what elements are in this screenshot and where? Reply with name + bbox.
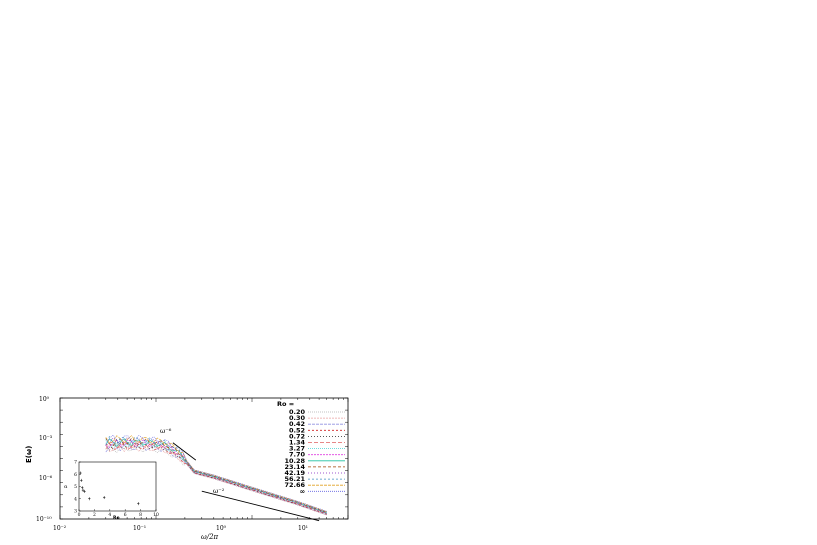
main-series-curves: [105, 434, 327, 516]
inset-point: [137, 502, 140, 506]
legend-label: 1.34: [289, 439, 306, 447]
series-line: [105, 436, 327, 513]
inset-x-tick-label: 0: [78, 512, 81, 518]
inset-x-tick-label: 10: [153, 512, 159, 518]
main-axis-ticks: [59, 397, 349, 520]
inset-x-tick-label: 4: [108, 512, 111, 518]
inset-y-label: α: [64, 484, 68, 490]
legend: Ro = 0.200.300.420.520.721.343.277.7010.…: [277, 400, 345, 495]
inset-data-points: [79, 471, 140, 506]
slope-label-omega-6: ω⁻⁶: [160, 427, 172, 435]
series-line: [105, 439, 327, 514]
inset-plot-frame: [78, 461, 157, 512]
series-line: [105, 441, 327, 515]
legend-label: 0.42: [289, 420, 305, 428]
inset-x-tick-label: 6: [124, 512, 127, 518]
reference-line-omega-6: [172, 442, 197, 461]
x-tick-label: 10⁰: [216, 525, 227, 532]
x-axis-title: ω/2π: [201, 533, 219, 541]
y-tick-label: 10⁻¹⁰: [36, 516, 52, 523]
inset-y-tick-label: 7: [74, 460, 77, 466]
series-line: [105, 435, 327, 512]
legend-label: 0.30: [289, 414, 306, 422]
series-line: [105, 434, 327, 512]
y-tick-label: 10⁻⁶: [39, 475, 53, 482]
legend-label: 3.27: [289, 445, 305, 453]
legend-label: ∞: [300, 487, 305, 495]
legend-title: Ro =: [277, 400, 294, 408]
inset-y-tick-label: 4: [74, 496, 77, 502]
inset-point: [88, 497, 91, 501]
inset-point: [102, 496, 106, 500]
inset-y-tick-label: 3: [74, 509, 77, 515]
y-axis-title: E(ω): [25, 446, 33, 463]
legend-label: 23.14: [284, 463, 305, 471]
reference-slope-lines: [172, 442, 320, 522]
inset-y-tick-label: 5: [74, 484, 77, 490]
legend-label: 0.72: [289, 432, 305, 440]
y-tick-label: 10⁰: [39, 396, 50, 403]
legend-label: 72.66: [284, 481, 305, 489]
series-line: [105, 442, 327, 515]
legend-label: 56.21: [284, 475, 305, 483]
slope-label-omega-2: ω⁻²: [213, 487, 225, 495]
inset-point: [83, 489, 86, 493]
y-tick-label: 10⁻³: [39, 435, 53, 442]
inset-x-tick-label: 8: [139, 512, 142, 518]
inset-point: [80, 478, 83, 482]
inset-x-label: Ro: [113, 515, 120, 521]
inset-x-tick-label: 2: [93, 512, 96, 518]
inset-point: [81, 488, 85, 492]
x-tick-label: 10¹: [298, 525, 308, 532]
legend-label: 42.19: [284, 469, 305, 477]
inset-y-tick-label: 6: [74, 472, 77, 478]
x-tick-label: 10⁻²: [53, 525, 67, 532]
legend-label: 7.70: [289, 451, 306, 459]
x-tick-label: 10⁻¹: [133, 525, 146, 532]
inset-point: [81, 486, 84, 490]
legend-label: 10.28: [284, 457, 305, 465]
reference-line-omega-2: [201, 490, 320, 522]
legend-label: 0.52: [289, 426, 305, 434]
inset-point: [79, 471, 82, 475]
legend-label: 0.20: [289, 408, 306, 416]
